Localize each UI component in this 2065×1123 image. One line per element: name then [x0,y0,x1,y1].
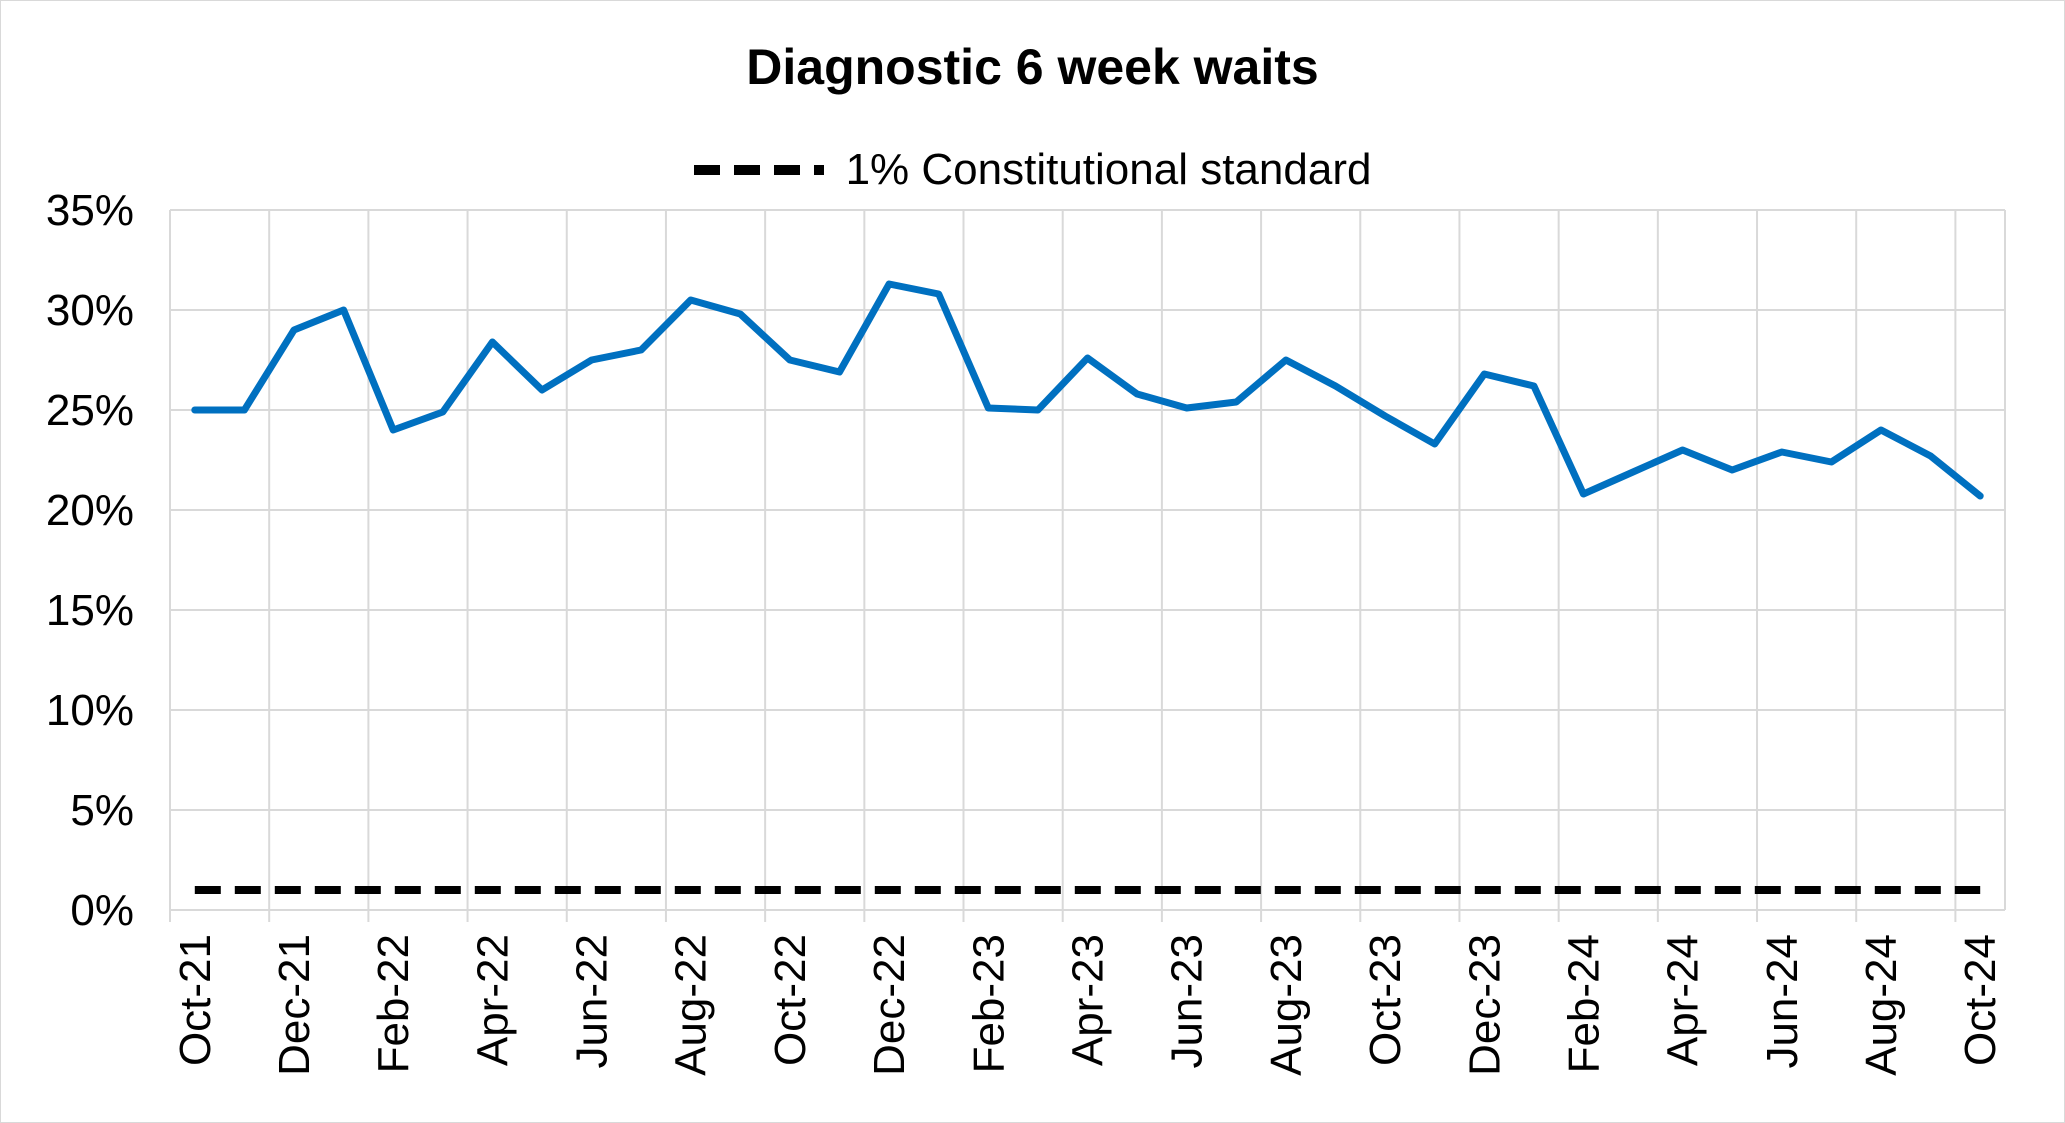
x-tick-label: Aug-22 [667,934,716,1076]
x-tick-label: Oct-23 [1361,934,1410,1066]
x-tick-label: Oct-21 [171,934,220,1066]
x-tick-label: Jun-24 [1758,934,1807,1069]
y-tick-label: 25% [46,386,134,435]
y-tick-labels: 0% 5% 10% 15% 20% 25% 30% 35% [46,186,134,935]
y-tick-label: 10% [46,686,134,735]
x-tick-label: Oct-22 [766,934,815,1066]
y-tick-label: 30% [46,286,134,335]
legend-swatch-standard [693,165,824,175]
y-tick-label: 0% [70,886,134,935]
x-tick-label: Dec-22 [865,934,914,1076]
x-tick-label: Aug-23 [1262,934,1311,1076]
waits-line [191,280,1984,500]
legend: 1% Constitutional standard [0,140,2065,200]
x-tick-label: Jun-22 [568,934,617,1069]
y-tick-label: 15% [46,586,134,635]
x-tick-label: Aug-24 [1857,934,1906,1076]
x-tick-label: Dec-21 [270,934,319,1076]
x-tick-label: Feb-23 [964,934,1013,1073]
y-tick-label: 35% [46,186,134,235]
y-tick-label: 5% [70,786,134,835]
gridlines [169,209,2006,910]
x-tick-label: Dec-23 [1460,934,1509,1076]
series-lines [191,280,1984,894]
x-tick-label: Apr-23 [1064,934,1113,1066]
legend-label-standard: 1% Constitutional standard [845,145,1372,194]
x-tick-labels: Oct-21 Dec-21 Feb-22 Apr-22 Jun-22 Aug-22 Oct-… [171,934,2005,1076]
x-tick-label: Feb-24 [1559,934,1608,1073]
x-tick-label: Feb-22 [369,934,418,1073]
axes [169,909,2005,922]
x-tick-label: Jun-23 [1163,934,1212,1069]
chart-title: Diagnostic 6 week waits [746,39,1319,95]
y-tick-label: 20% [46,486,134,535]
x-tick-label: Apr-22 [468,934,517,1066]
x-tick-label: Oct-24 [1956,934,2005,1066]
x-tick-label: Apr-24 [1659,934,1708,1066]
